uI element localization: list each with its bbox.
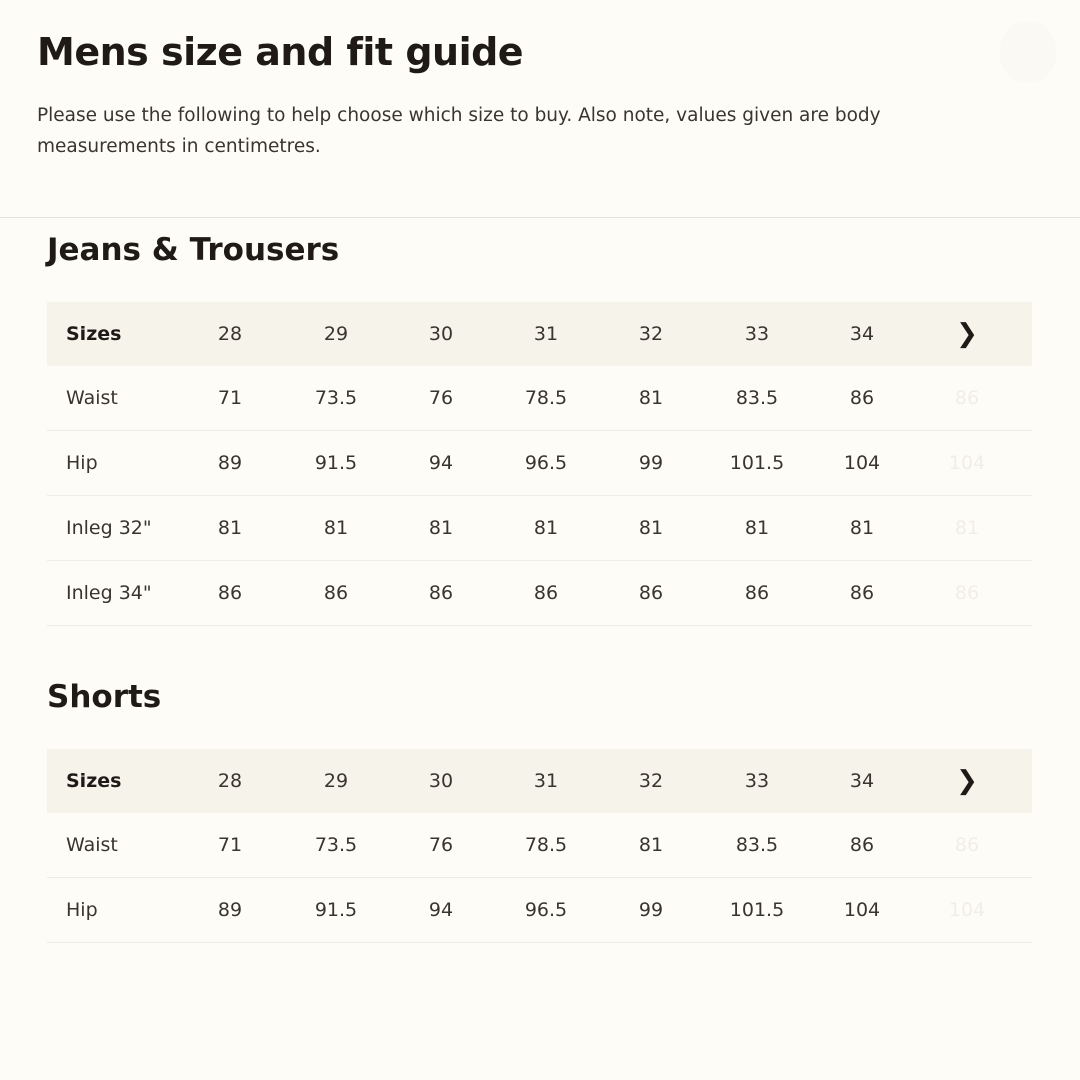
table-row: Hip 89 91.5 94 96.5 99 101.5 104 104 [47,878,1032,943]
cell-value-next: 104 [948,899,986,921]
size-header: 33 [744,770,770,792]
cell-value: 91.5 [314,899,358,921]
close-icon[interactable] [1000,22,1056,82]
cell-value: 86 [217,582,243,604]
size-table: Sizes 28 29 30 31 32 33 34 ❯ Waist 71 73.5 76 78.5 81 8… [47,302,1032,626]
cell-value: 96.5 [524,899,568,921]
cell-value: 89 [217,452,243,474]
cell-value: 76 [428,387,454,409]
table-row: Hip 89 91.5 94 96.5 99 101.5 104 104 [47,431,1032,496]
cell-value: 94 [428,899,454,921]
cell-value: 101.5 [729,452,785,474]
cell-value: 104 [843,899,881,921]
cell-value: 83.5 [735,387,779,409]
table-header-row: Sizes 28 29 30 31 32 33 34 ❯ [47,749,1032,813]
cell-value-next: 86 [954,582,980,604]
cell-value: 99 [638,452,664,474]
header-label: Sizes [66,323,122,345]
cell-value: 76 [428,834,454,856]
cell-value: 81 [849,517,875,539]
cell-value: 96.5 [524,452,568,474]
size-header: 31 [533,323,559,345]
cell-value: 78.5 [524,834,568,856]
row-label: Hip [66,452,98,474]
cell-value: 83.5 [735,834,779,856]
size-table: Sizes 28 29 30 31 32 33 34 ❯ Waist 71 73.5 76 78.5 81 8… [47,749,1032,943]
cell-value: 86 [744,582,770,604]
row-label: Inleg 34" [66,582,152,604]
page-title: Mens size and fit guide [37,30,524,74]
cell-value: 86 [638,582,664,604]
cell-value: 81 [428,517,454,539]
cell-value: 86 [849,834,875,856]
cell-value: 81 [638,387,664,409]
size-header: 30 [428,770,454,792]
size-header: 31 [533,770,559,792]
cell-value: 86 [849,582,875,604]
cell-value: 81 [217,517,243,539]
row-label: Hip [66,899,98,921]
size-header: 29 [323,323,349,345]
cell-value: 104 [843,452,881,474]
size-header: 28 [217,770,243,792]
cell-value-next: 104 [948,452,986,474]
cell-value: 71 [217,834,243,856]
section-title: Shorts [47,679,162,715]
cell-value: 81 [323,517,349,539]
cell-value-next: 86 [954,834,980,856]
table-row: Inleg 32" 81 81 81 81 81 81 81 81 [47,496,1032,561]
size-header: 30 [428,323,454,345]
row-label: Waist [66,387,118,409]
table-header-row: Sizes 28 29 30 31 32 33 34 ❯ [47,302,1032,366]
row-label: Inleg 32" [66,517,152,539]
size-header: 32 [638,770,664,792]
cell-value: 81 [533,517,559,539]
size-header: 29 [323,770,349,792]
page-description: Please use the following to help choose … [37,105,881,157]
cell-value: 86 [849,387,875,409]
cell-value: 89 [217,899,243,921]
divider [0,217,1080,218]
section-title: Jeans & Trousers [47,232,340,268]
cell-value: 81 [638,834,664,856]
header-label: Sizes [66,770,122,792]
cell-value: 86 [323,582,349,604]
size-header: 34 [849,770,875,792]
cell-value: 78.5 [524,387,568,409]
cell-value: 73.5 [314,387,358,409]
cell-value: 81 [638,517,664,539]
row-label: Waist [66,834,118,856]
cell-value: 99 [638,899,664,921]
cell-value-next: 86 [954,387,980,409]
size-header: 28 [217,323,243,345]
chevron-right-icon[interactable]: ❯ [956,319,978,349]
cell-value: 86 [533,582,559,604]
chevron-right-icon[interactable]: ❯ [956,766,978,796]
table-row: Waist 71 73.5 76 78.5 81 83.5 86 86 [47,366,1032,431]
size-header: 33 [744,323,770,345]
size-header: 34 [849,323,875,345]
cell-value: 73.5 [314,834,358,856]
cell-value: 71 [217,387,243,409]
cell-value: 91.5 [314,452,358,474]
table-row: Inleg 34" 86 86 86 86 86 86 86 86 [47,561,1032,626]
cell-value: 86 [428,582,454,604]
cell-value: 94 [428,452,454,474]
size-header: 32 [638,323,664,345]
cell-value: 81 [744,517,770,539]
table-row: Waist 71 73.5 76 78.5 81 83.5 86 86 [47,813,1032,878]
cell-value-next: 81 [954,517,980,539]
cell-value: 101.5 [729,899,785,921]
